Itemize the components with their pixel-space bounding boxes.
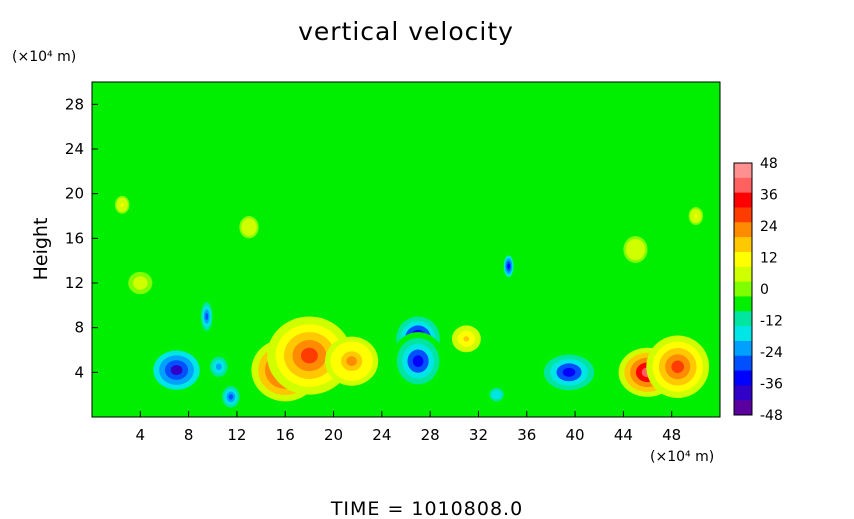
- colorbar-band: [734, 163, 752, 179]
- colorbar-frame: [733, 162, 753, 416]
- x-tick-label: 4: [136, 426, 146, 444]
- heatmap-feature: [688, 207, 704, 225]
- y-unit-label: (×10⁴ m): [12, 49, 76, 65]
- x-axis-ticks: 4 8 12 16 20 24 28 32 36 40 44 48: [136, 411, 681, 444]
- y-tick-label: 4: [74, 363, 84, 381]
- heatmap-contour: [562, 367, 576, 377]
- heatmap-feature: [199, 298, 214, 335]
- heatmap-contour: [507, 263, 510, 269]
- colorbar-tick-label: 0: [760, 282, 769, 298]
- colorbar-band: [734, 237, 752, 253]
- x-tick-label: 20: [324, 426, 343, 444]
- y-axis-label: Height: [30, 218, 52, 281]
- colorbar-band: [734, 311, 752, 327]
- colorbar-band: [734, 355, 752, 372]
- x-tick-label: 36: [517, 426, 536, 444]
- heatmap-contour: [137, 280, 143, 286]
- colorbar-band: [734, 370, 752, 386]
- heatmap-contour: [671, 360, 685, 374]
- heatmap-contour: [170, 365, 183, 376]
- colorbar-band: [734, 266, 752, 283]
- heatmap-contour: [120, 203, 124, 207]
- colorbar-band: [734, 340, 752, 357]
- colorbar-tick-label: -48: [760, 408, 783, 424]
- heatmap-contour: [215, 363, 222, 371]
- heatmap-feature: [537, 350, 601, 395]
- x-tick-label: 8: [184, 426, 194, 444]
- colorbar-band: [734, 326, 752, 342]
- colorbar-band: [734, 400, 752, 416]
- heatmap-features: [114, 195, 710, 411]
- heatmap-feature: [451, 325, 481, 353]
- heatmap-plot-area: [91, 81, 721, 418]
- heatmap-feature: [325, 336, 379, 386]
- y-tick-label: 12: [65, 274, 84, 292]
- heatmap-contour: [228, 394, 234, 400]
- plot-frame: [91, 81, 721, 418]
- colorbar-band: [734, 385, 752, 401]
- colorbar-band: [734, 177, 752, 194]
- heatmap-contour: [633, 246, 638, 253]
- colorbar-tick-label: 12: [760, 251, 778, 267]
- colorbar-band: [734, 207, 752, 223]
- colorbar: 48 36 24 12 0 -12 -24 -36 -48: [733, 156, 783, 424]
- x-tick-label: 28: [421, 426, 440, 444]
- colorbar-tick-label: 36: [760, 188, 778, 204]
- heatmap-feature: [484, 383, 509, 406]
- x-unit-label: (×10⁴ m): [650, 449, 714, 465]
- heatmap-feature: [239, 216, 259, 239]
- colorbar-band: [734, 296, 752, 312]
- x-tick-label: 48: [662, 426, 681, 444]
- y-tick-label: 20: [65, 185, 84, 203]
- heatmap-contour: [494, 392, 499, 397]
- heatmap-feature: [128, 271, 153, 295]
- y-tick-label: 8: [74, 319, 84, 337]
- y-tick-label: 28: [65, 95, 84, 113]
- heatmap-feature: [147, 345, 206, 395]
- heatmap-feature: [114, 195, 130, 214]
- heatmap-contour: [205, 312, 209, 321]
- heatmap-contour: [247, 224, 251, 230]
- x-tick-label: 40: [566, 426, 585, 444]
- heatmap-feature: [204, 350, 234, 384]
- heatmap-feature: [646, 335, 710, 399]
- colorbar-band: [734, 281, 752, 297]
- heatmap-feature: [623, 236, 648, 263]
- heatmap-contour: [346, 356, 357, 367]
- x-tick-label: 44: [614, 426, 633, 444]
- heatmap-contour: [300, 347, 318, 364]
- y-axis-ticks: 4 8 12 16 20 24 28: [65, 95, 98, 381]
- heatmap-contour: [463, 336, 470, 342]
- x-tick-label: 24: [372, 426, 391, 444]
- time-stamp: TIME = 1010808.0: [330, 498, 523, 519]
- colorbar-band: [734, 251, 752, 268]
- heatmap-contour: [412, 355, 424, 367]
- chart-title: vertical velocity: [298, 17, 514, 46]
- x-tick-label: 12: [227, 426, 246, 444]
- colorbar-band: [734, 192, 752, 208]
- colorbar-tick-label: 24: [760, 219, 778, 235]
- colorbar-tick-label: -12: [760, 314, 783, 330]
- colorbar-tick-label: -36: [760, 377, 783, 393]
- heatmap-feature: [502, 252, 515, 280]
- heatmap-feature: [391, 332, 445, 391]
- x-tick-label: 32: [469, 426, 488, 444]
- colorbar-tick-label: 48: [760, 156, 778, 172]
- colorbar-band: [734, 222, 752, 238]
- colorbar-tick-label: -24: [760, 345, 783, 361]
- heatmap-feature: [267, 316, 352, 395]
- x-tick-label: 16: [276, 426, 295, 444]
- heatmap-feature: [220, 383, 242, 411]
- y-tick-label: 24: [65, 140, 84, 158]
- y-tick-label: 16: [65, 229, 84, 247]
- heatmap-contour: [694, 214, 698, 218]
